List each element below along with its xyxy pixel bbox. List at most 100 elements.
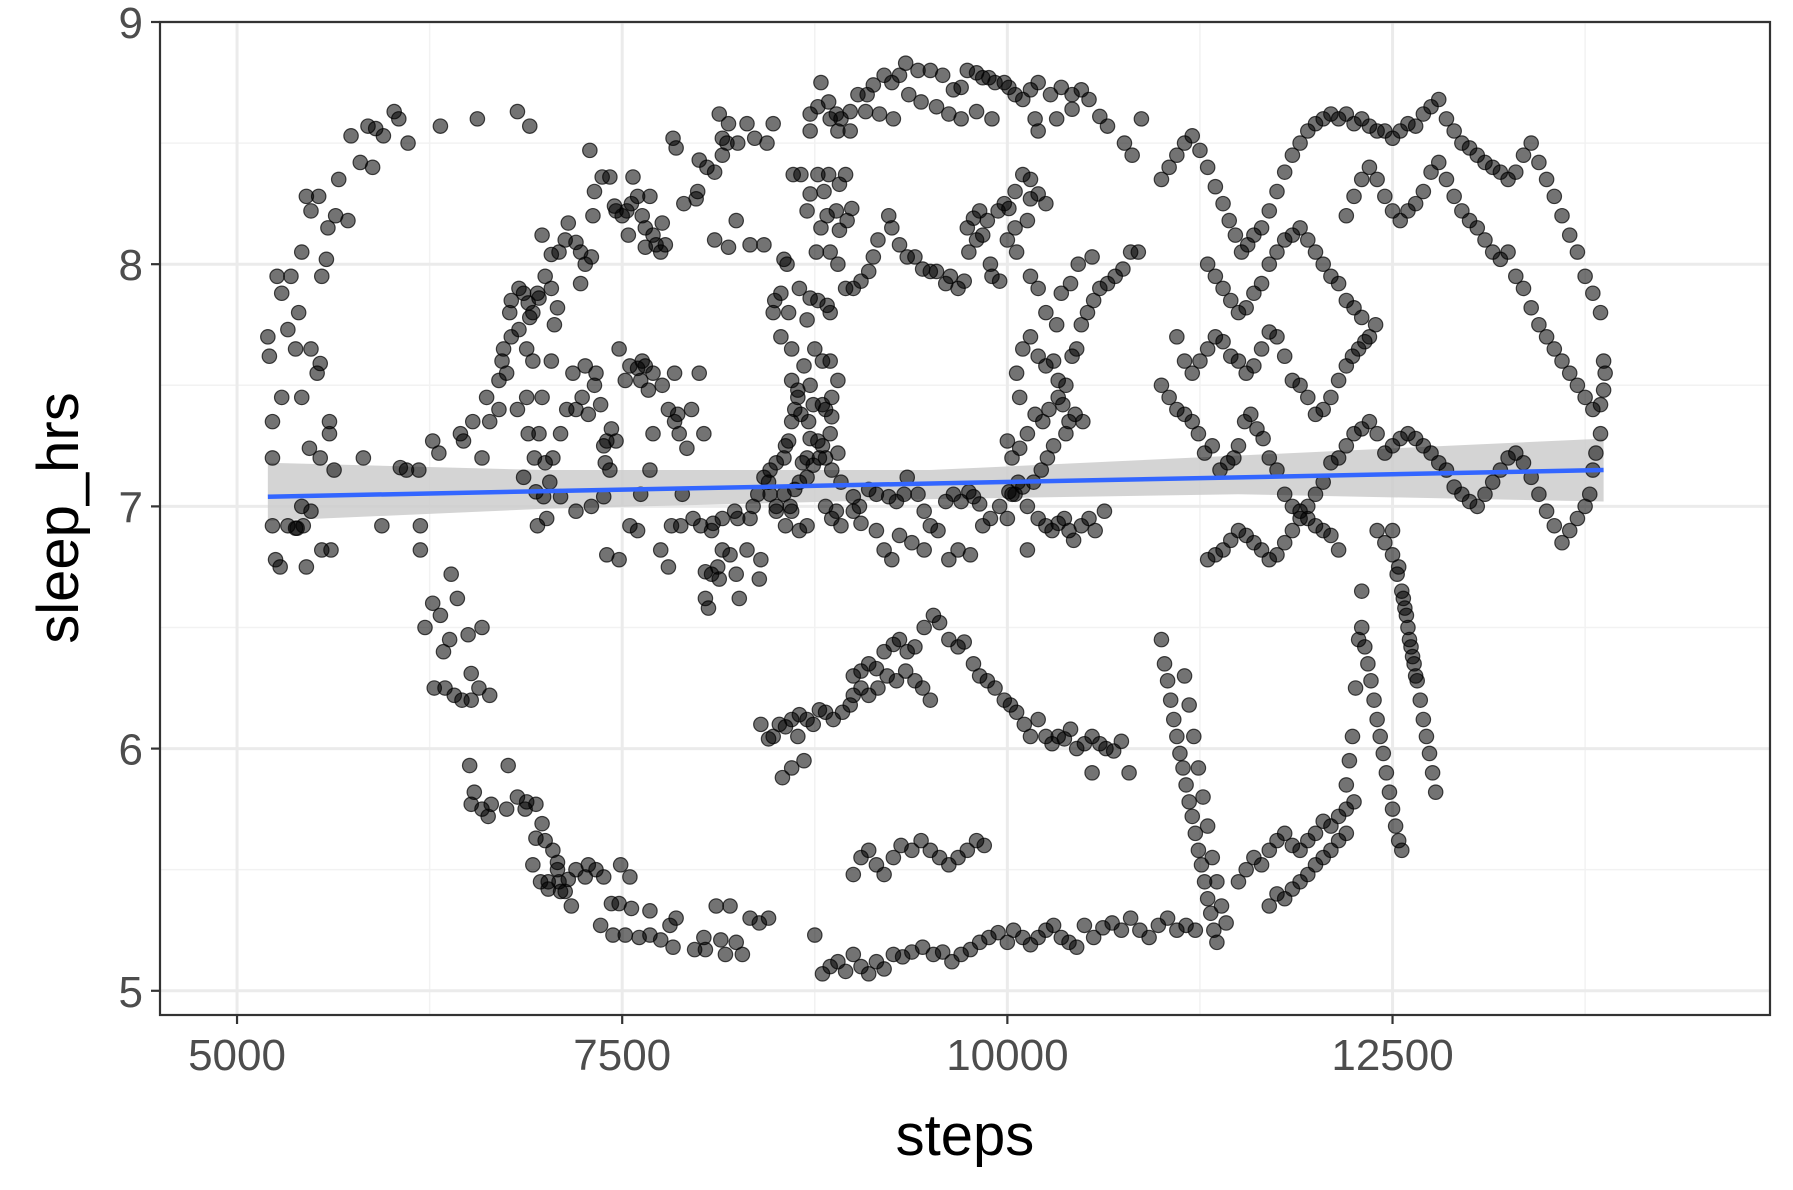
data-point: [691, 365, 708, 381]
data-point: [1162, 692, 1179, 708]
data-point: [907, 249, 923, 265]
data-point: [435, 643, 452, 660]
data-point: [534, 389, 550, 406]
data-point: [537, 454, 553, 471]
data-point: [806, 341, 823, 357]
data-point: [780, 304, 797, 321]
data-point: [568, 503, 584, 520]
data-point: [1184, 365, 1201, 381]
data-point: [783, 372, 800, 389]
data-point: [1124, 147, 1140, 164]
data-point: [1055, 396, 1071, 413]
data-point: [1022, 329, 1039, 345]
data-point: [1276, 348, 1293, 365]
data-point: [608, 433, 624, 449]
data-point: [1346, 794, 1362, 810]
data-point: [293, 389, 310, 406]
data-point: [777, 517, 794, 534]
data-point: [928, 98, 945, 115]
x-tick-label: 10000: [946, 1031, 1068, 1080]
data-point: [1030, 280, 1046, 297]
data-point: [1377, 445, 1393, 461]
data-point: [1062, 721, 1079, 738]
data-point: [1369, 711, 1385, 728]
data-point: [1430, 154, 1447, 171]
data-point: [622, 869, 638, 885]
data-point: [1507, 164, 1524, 180]
data-point: [491, 401, 507, 418]
data-point: [424, 433, 441, 449]
data-point: [343, 128, 359, 144]
data-point: [481, 413, 498, 430]
data-point: [1369, 425, 1385, 442]
data-point: [1395, 590, 1412, 607]
data-point: [1592, 425, 1609, 442]
data-point: [697, 590, 714, 607]
data-point: [1207, 268, 1224, 285]
data-point: [640, 382, 657, 398]
data-point: [1064, 101, 1080, 117]
data-point: [386, 103, 402, 120]
fit-line-layer: [267, 467, 1604, 499]
data-point: [1096, 503, 1113, 520]
data-point: [1569, 510, 1586, 527]
data-point: [666, 365, 683, 381]
data-point: [1369, 522, 1385, 539]
data-point: [431, 445, 447, 461]
data-point: [269, 268, 285, 285]
data-point: [728, 934, 745, 951]
data-point: [652, 244, 669, 260]
data-point: [717, 946, 734, 963]
data-point: [1307, 825, 1324, 842]
data-point: [1330, 275, 1347, 292]
data-point: [1199, 890, 1216, 907]
data-point: [713, 932, 729, 948]
data-point: [913, 94, 929, 110]
data-point: [1045, 917, 1062, 934]
data-point: [1500, 244, 1516, 260]
data-point: [1192, 353, 1208, 369]
data-point: [529, 285, 546, 302]
data-point: [845, 866, 862, 883]
data-point: [843, 200, 860, 217]
data-point: [734, 946, 751, 963]
data-point: [1058, 425, 1074, 442]
data-point: [1230, 873, 1247, 890]
data-point: [1338, 777, 1355, 793]
data-point: [991, 273, 1008, 289]
data-point: [1008, 365, 1025, 381]
data-point: [1595, 353, 1612, 369]
data-point: [1073, 316, 1090, 333]
data-point: [837, 166, 854, 183]
data-point: [974, 227, 991, 243]
data-point: [1019, 212, 1036, 229]
data-point: [1438, 171, 1455, 188]
data-point: [1384, 547, 1401, 563]
data-point: [729, 135, 746, 151]
data-point: [987, 680, 1003, 696]
y-axis-ticks: 5 6 7 8 9: [119, 0, 160, 1017]
y-tick-label: 6: [119, 726, 143, 775]
data-point: [910, 486, 926, 503]
data-point: [1477, 232, 1493, 248]
data-point: [876, 961, 892, 977]
data-point: [355, 450, 372, 466]
data-point: [931, 614, 948, 631]
data-point: [1068, 939, 1085, 955]
data-point: [1253, 275, 1270, 292]
data-point: [1384, 522, 1401, 539]
data-point: [822, 111, 838, 127]
data-point: [1477, 486, 1493, 503]
data-point: [751, 915, 768, 931]
data-point: [888, 672, 905, 689]
data-point: [474, 450, 490, 466]
data-point: [696, 929, 712, 946]
data-point: [1209, 873, 1225, 890]
data-point: [449, 590, 466, 607]
data-point: [583, 498, 600, 515]
data-point: [806, 927, 823, 943]
data-point: [528, 796, 544, 813]
data-point: [1209, 934, 1225, 951]
data-point: [611, 551, 627, 568]
data-point: [956, 273, 973, 289]
